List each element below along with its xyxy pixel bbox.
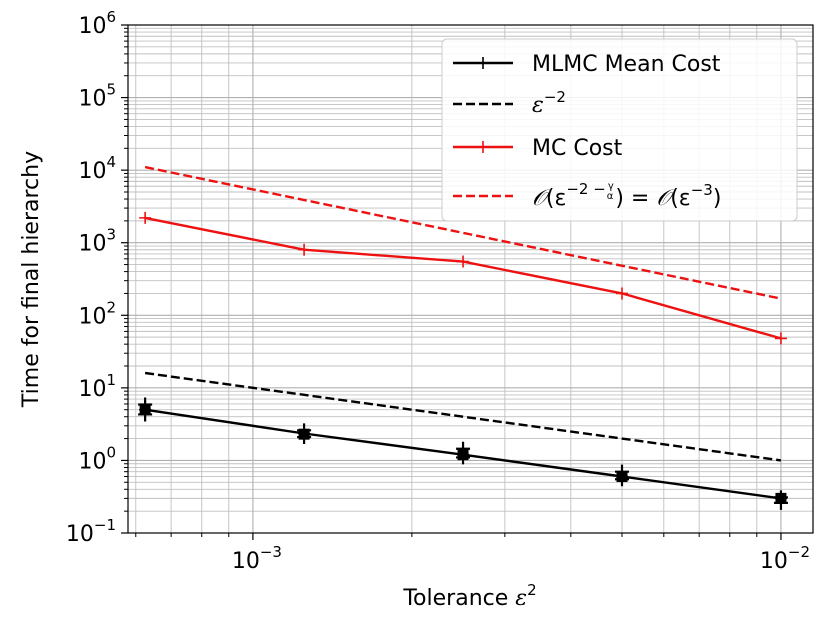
x-tick-label: 10−2 <box>760 543 810 574</box>
y-tick-label: 102 <box>78 298 116 329</box>
series-marker-2 <box>139 211 152 224</box>
y-tick-label: 105 <box>78 81 116 112</box>
y-axis-ticks: 10−1 100 101 102 103 104 105 106 <box>66 8 128 547</box>
y-tick-label: 100 <box>78 443 116 474</box>
square-marker <box>775 492 787 504</box>
y-tick-label: 103 <box>78 226 116 257</box>
legend: MLMC Mean Cost ε−2 MC Cost 𝒪(ε−2 − γ α) = … <box>441 38 798 222</box>
series-marker-2 <box>774 332 787 345</box>
y-tick-label: 10−1 <box>66 516 116 547</box>
series-line-1 <box>144 371 782 462</box>
square-marker <box>298 428 310 440</box>
legend-label-order: 𝒪(ε−2 − γ α) = 𝒪(ε−3) <box>532 180 721 211</box>
x-axis-label: Tolerance ε2 <box>402 581 536 611</box>
legend-label-mc: MC Cost <box>532 136 623 161</box>
series-marker-2 <box>615 287 628 300</box>
y-tick-label: 106 <box>78 8 116 39</box>
x-tick-label: 10−3 <box>232 543 282 574</box>
square-marker <box>139 404 151 416</box>
y-tick-label: 101 <box>78 371 116 402</box>
series-line-3 <box>144 165 782 300</box>
series-marker-2 <box>298 243 311 256</box>
series-marker-2 <box>457 255 470 268</box>
legend-marker-mc <box>477 141 489 153</box>
legend-label-eps2: ε−2 <box>532 88 566 118</box>
plot-frame <box>127 24 814 534</box>
legend-label-mlmc: MLMC Mean Cost <box>532 52 721 77</box>
series-layer <box>138 165 788 510</box>
y-tick-label: 104 <box>78 153 116 184</box>
legend-box <box>441 38 798 222</box>
x-axis-ticks: 10−3 10−2 <box>135 533 810 574</box>
legend-marker-mlmc <box>477 57 489 69</box>
square-marker <box>616 471 628 483</box>
square-marker <box>457 449 469 461</box>
y-axis-label: Time for final hierarchy <box>19 151 44 408</box>
